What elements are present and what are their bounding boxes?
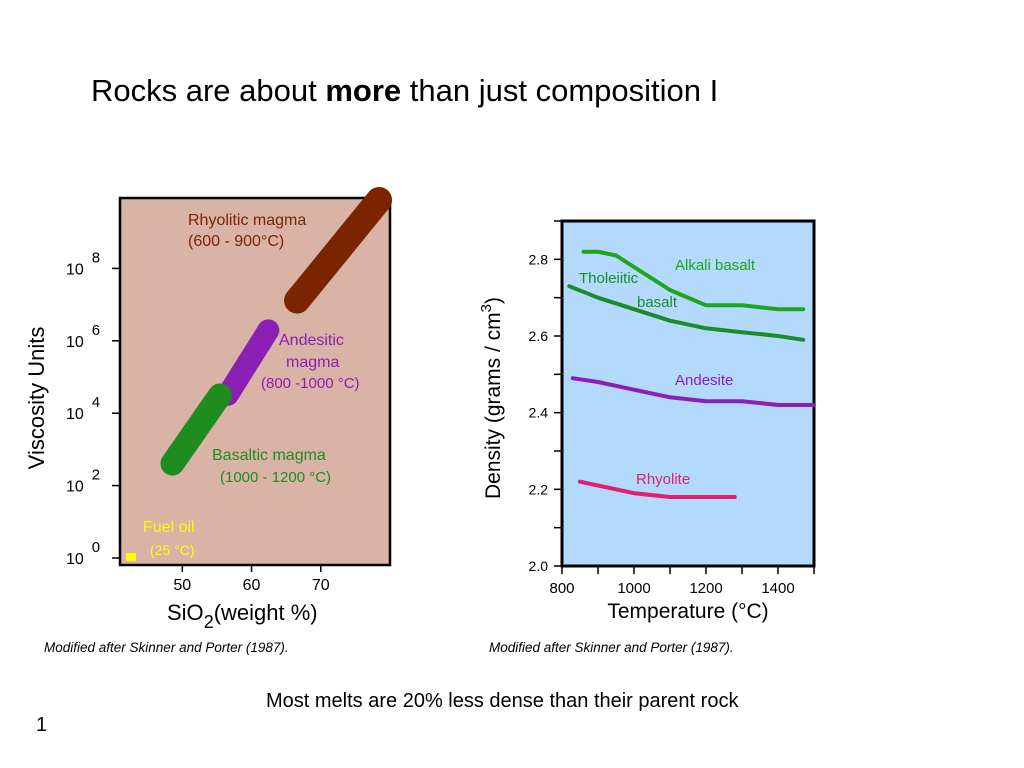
y-tick-label: 2.8	[529, 251, 549, 267]
x-tick-label: 1000	[617, 580, 650, 597]
credit-right: Modified after Skinner and Porter (1987)…	[489, 640, 734, 655]
x-tick-label: 1400	[761, 580, 794, 597]
x-axis-label: Temperature (°C)	[607, 600, 768, 623]
x-tick-label: 70	[312, 577, 330, 594]
rhyolitic-range-label: (600 - 900°C)	[188, 233, 284, 250]
y-axis-label: Density (grams / cm3)	[478, 297, 505, 499]
fuel-oil-range-label: (25 °C)	[150, 542, 195, 558]
y-tick-label: 104	[66, 394, 100, 423]
basalt-label: basalt	[637, 294, 678, 311]
page-number: 1	[36, 714, 47, 737]
caption: Most melts are 20% less dense than their…	[266, 690, 738, 713]
x-tick-label: 50	[173, 577, 191, 594]
andesitic-label: Andesitic	[279, 332, 344, 349]
x-tick-label: 800	[549, 580, 574, 597]
andesitic-range-label: (800 -1000 °C)	[261, 375, 360, 392]
andesite-label: Andesite	[675, 372, 733, 389]
credit-left: Modified after Skinner and Porter (1987)…	[44, 640, 289, 655]
rhyolite-label: Rhyolite	[636, 471, 690, 488]
y-tick-label: 2.2	[529, 481, 549, 497]
y-tick-label: 2.4	[529, 405, 549, 421]
y-tick-label: 2.0	[529, 558, 549, 574]
x-tick-label: 60	[243, 577, 261, 594]
tholeiitic-label: Tholeiitic	[579, 270, 639, 287]
basaltic-label: Basaltic magma	[212, 447, 326, 464]
rhyolitic-label: Rhyolitic magma	[188, 212, 306, 229]
y-tick-label: 102	[66, 467, 100, 496]
fuel-oil-label: Fuel oil	[143, 519, 195, 536]
y-axis-label: Viscosity Units	[24, 327, 49, 470]
fuel-oil-marker	[126, 553, 136, 561]
y-tick-label: 108	[66, 249, 100, 278]
andesitic-label-2: magma	[286, 354, 339, 371]
y-tick-label: 2.6	[529, 328, 549, 344]
y-tick-label: 106	[66, 322, 100, 351]
x-tick-label: 1200	[689, 580, 722, 597]
x-axis-label: SiO2(weight %)	[167, 600, 318, 632]
alkali-basalt-label: Alkali basalt	[675, 257, 756, 274]
basaltic-range-label: (1000 - 1200 °C)	[220, 469, 331, 486]
y-tick-label: 100	[66, 539, 100, 568]
